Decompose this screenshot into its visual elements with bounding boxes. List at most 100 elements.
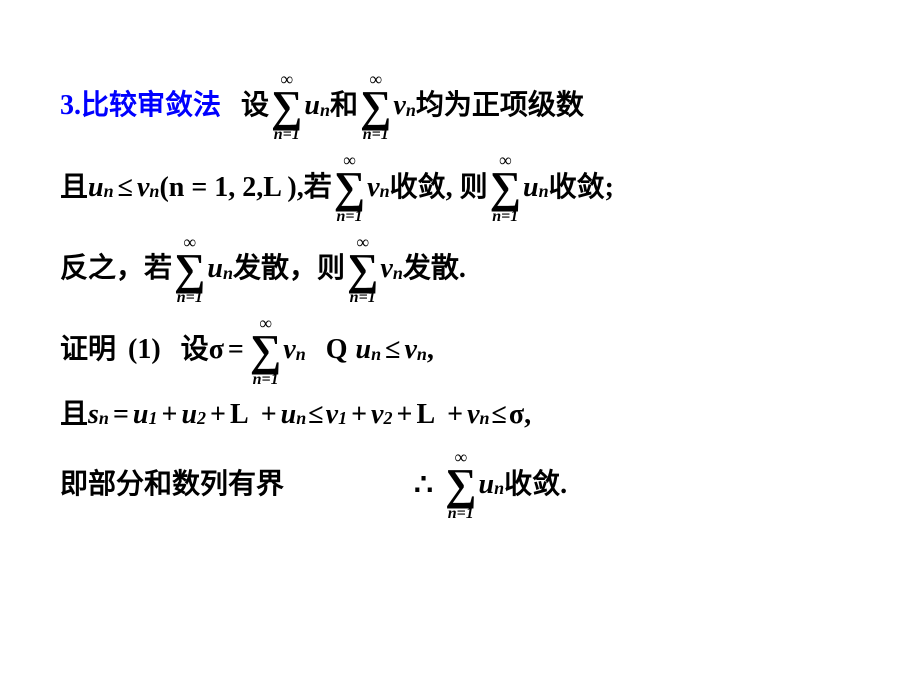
sum-bot: n=1 xyxy=(492,209,518,225)
line-3: 反之，若 ∞ ∑ n=1 u n 发散，则 ∞ ∑ n=1 v n 发散. xyxy=(60,233,860,306)
ellipsis-l: L xyxy=(416,400,435,431)
l1-t2: 和 xyxy=(330,91,358,122)
sigma-letter: σ xyxy=(509,400,524,431)
l3-t1: 反之，若 xyxy=(60,254,172,285)
var-u: u xyxy=(356,335,372,366)
plus-icon: + xyxy=(351,400,367,431)
var-u: u xyxy=(478,470,494,501)
l1-t1: 设 xyxy=(241,91,269,122)
leq-icon: ≤ xyxy=(385,335,400,366)
sub-1: 1 xyxy=(338,409,347,429)
var-u: u xyxy=(207,254,223,285)
l4-t3: 设 xyxy=(181,335,209,366)
l3-t2: 发散，则 xyxy=(233,254,345,285)
sub-n: n xyxy=(296,409,306,429)
l2-paren: (n = 1, 2,L ), xyxy=(159,173,303,204)
q-letter: Q xyxy=(326,335,348,366)
var-v: v xyxy=(367,173,379,204)
sigma-icon: ∑ xyxy=(360,88,391,125)
l2-t4: 收敛; xyxy=(549,173,614,204)
sub-1: 1 xyxy=(148,409,157,429)
sub-n: n xyxy=(539,182,549,202)
sum-bot: n=1 xyxy=(448,506,474,522)
sum-icon: ∞ ∑ n=1 xyxy=(347,233,378,306)
sub-n: n xyxy=(104,182,114,202)
heading-blue: 3.比较审敛法 xyxy=(60,91,221,122)
var-u: u xyxy=(523,173,539,204)
sum-icon: ∞ ∑ n=1 xyxy=(445,448,476,521)
l6-t2: 收敛. xyxy=(504,470,567,501)
comma: , xyxy=(524,400,531,431)
sub-n: n xyxy=(494,479,504,499)
sigma-icon: ∑ xyxy=(490,169,521,206)
var-v: v xyxy=(467,400,479,431)
sum-bot: n=1 xyxy=(177,290,203,306)
l2-t2: 若 xyxy=(304,173,332,204)
l6-t1: 即部分和数列有界 xyxy=(60,470,284,501)
sigma-icon: ∑ xyxy=(174,251,205,288)
sub-2: 2 xyxy=(383,409,392,429)
l5-t1: 且 xyxy=(60,400,88,431)
var-v: v xyxy=(371,400,383,431)
plus-icon: + xyxy=(161,400,177,431)
var-u: u xyxy=(88,173,104,204)
l1-t3: 均为正项级数 xyxy=(416,91,584,122)
sum-icon: ∞ ∑ n=1 xyxy=(360,70,391,143)
sum-icon: ∞ ∑ n=1 xyxy=(174,233,205,306)
line-6: 即部分和数列有界 ∴ ∞ ∑ n=1 u n 收敛. xyxy=(60,448,860,521)
ellipsis-l: L xyxy=(230,400,249,431)
var-u: u xyxy=(281,400,297,431)
sub-n: n xyxy=(223,264,233,284)
slide-content: 3.比较审敛法 设 ∞ ∑ n=1 u n 和 ∞ ∑ n=1 v n 均为正项… xyxy=(0,0,920,522)
sub-n: n xyxy=(99,409,109,429)
sigma-icon: ∑ xyxy=(271,88,302,125)
sigma-letter: σ xyxy=(209,335,224,366)
line-5: 且 s n = u 1 + u 2 + L + u n ≤ v 1 + v 2 … xyxy=(60,400,860,431)
sum-icon: ∞ ∑ n=1 xyxy=(250,314,281,387)
var-u: u xyxy=(304,91,320,122)
sum-icon: ∞ ∑ n=1 xyxy=(271,70,302,143)
l2-t1: 且 xyxy=(60,173,88,204)
sigma-icon: ∑ xyxy=(347,251,378,288)
sub-n: n xyxy=(320,101,330,121)
leq-icon: ≤ xyxy=(118,173,133,204)
sigma-icon: ∑ xyxy=(334,169,365,206)
var-v: v xyxy=(326,400,338,431)
sub-n: n xyxy=(296,345,306,365)
l4-t2: (1) xyxy=(128,335,161,366)
plus-icon: + xyxy=(447,400,463,431)
sub-2: 2 xyxy=(197,409,206,429)
sub-n: n xyxy=(406,101,416,121)
var-u: u xyxy=(133,400,149,431)
therefore-icon: ∴ xyxy=(414,469,433,502)
sum-bot: n=1 xyxy=(253,372,279,388)
var-s: s xyxy=(88,400,99,431)
l3-t3: 发散. xyxy=(403,254,466,285)
sigma-icon: ∑ xyxy=(250,332,281,369)
leq-icon: ≤ xyxy=(308,400,323,431)
sub-n: n xyxy=(380,182,390,202)
line-4: 证明 (1) 设 σ = ∞ ∑ n=1 v n Q u n ≤ v n , xyxy=(60,314,860,387)
sum-bot: n=1 xyxy=(363,127,389,143)
sub-n: n xyxy=(393,264,403,284)
sub-n: n xyxy=(371,345,381,365)
eq-icon: = xyxy=(113,400,129,431)
sum-bot: n=1 xyxy=(336,209,362,225)
l4-t1: 证明 xyxy=(60,335,116,366)
var-v: v xyxy=(393,91,405,122)
var-v: v xyxy=(404,335,416,366)
plus-icon: + xyxy=(261,400,277,431)
var-u: u xyxy=(181,400,197,431)
plus-icon: + xyxy=(396,400,412,431)
var-v: v xyxy=(283,335,295,366)
sigma-icon: ∑ xyxy=(445,466,476,503)
sum-bot: n=1 xyxy=(350,290,376,306)
plus-icon: + xyxy=(210,400,226,431)
line-2: 且 u n ≤ v n (n = 1, 2,L ), 若 ∞ ∑ n=1 v n… xyxy=(60,151,860,224)
line-1: 3.比较审敛法 设 ∞ ∑ n=1 u n 和 ∞ ∑ n=1 v n 均为正项… xyxy=(60,70,860,143)
sum-icon: ∞ ∑ n=1 xyxy=(334,151,365,224)
leq-icon: ≤ xyxy=(492,400,507,431)
var-v: v xyxy=(137,173,149,204)
sub-n: n xyxy=(417,345,427,365)
comma: , xyxy=(427,335,434,366)
